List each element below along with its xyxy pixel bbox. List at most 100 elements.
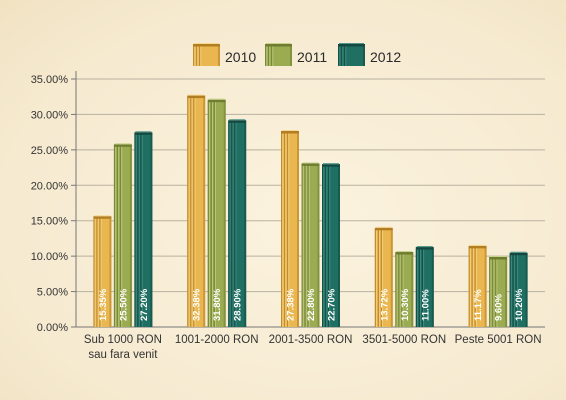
bar-2012-4: [509, 251, 528, 327]
bar-flute: [210, 101, 212, 327]
bar-flute-highlight: [191, 97, 193, 327]
data-label: 27.38%: [286, 288, 297, 321]
bar-flute-highlight: [345, 46, 347, 66]
bar-cap: [265, 44, 292, 47]
bar-edge: [431, 249, 434, 327]
bar-flute: [196, 46, 198, 66]
bar-cap-highlight: [396, 251, 413, 253]
bar-flute-highlight: [379, 229, 381, 327]
bar-cap-highlight: [490, 255, 507, 257]
bar-cap: [228, 120, 247, 123]
bar-cap-highlight: [302, 162, 319, 164]
bar-flute: [495, 258, 497, 327]
bar-flute: [228, 122, 230, 327]
data-label: 27.20%: [139, 288, 150, 321]
bar-cap-highlight: [208, 98, 225, 100]
x-category-label: Sub 1000 RON: [84, 334, 162, 346]
x-category-label: 3501-5000 RON: [362, 334, 446, 346]
bar-flute: [325, 166, 327, 327]
bar-flute-highlight: [510, 254, 512, 327]
data-label: 10.20%: [514, 288, 525, 321]
legend-label: 2010: [225, 49, 256, 65]
data-label: 11.17%: [473, 289, 484, 321]
bar-cap-highlight: [229, 119, 246, 121]
data-label: 22.70%: [327, 288, 338, 321]
bar-cap-highlight: [282, 129, 298, 131]
y-tick-label: 10.00%: [31, 251, 69, 263]
bar-flute: [193, 46, 195, 66]
bar-flute: [322, 166, 324, 327]
bar-edge: [203, 97, 206, 327]
bar-flute-highlight: [329, 166, 331, 327]
bar-edge: [484, 247, 487, 327]
bar-cap: [374, 227, 393, 231]
bar-flute-highlight: [469, 247, 471, 327]
bar-flute-highlight: [118, 146, 120, 327]
bar-flute: [474, 247, 476, 327]
bar-cap-highlight: [510, 251, 527, 253]
bar-flute: [509, 254, 511, 327]
bar-flute: [415, 249, 417, 327]
bar-2011-4: [489, 255, 508, 327]
bar-flute-highlight: [302, 165, 304, 327]
legend-item-2011: 2011: [265, 43, 327, 66]
data-label: 22.80%: [306, 288, 317, 321]
bar-flute-highlight: [141, 134, 143, 327]
bar-flute: [377, 229, 379, 327]
bar-flute: [190, 97, 192, 327]
bar-edge: [390, 229, 393, 327]
bar-flute-highlight: [282, 132, 284, 327]
bar-cap: [207, 99, 226, 103]
bar-flute-highlight: [402, 254, 404, 327]
bar-edge: [317, 165, 320, 327]
bar-flute: [113, 146, 116, 327]
bar-flute-highlight: [376, 229, 378, 327]
bar-flute-highlight: [266, 46, 268, 66]
data-labels: 15.35% 25.50% 27.20% Sub 1000 RON sau fara v…: [84, 288, 542, 361]
bar-cap: [187, 95, 206, 99]
data-label: 15.35%: [98, 288, 109, 321]
bar-flute: [199, 46, 201, 66]
bar-flute-highlight: [493, 258, 495, 327]
x-category-label: 2001-3500 RON: [269, 334, 353, 346]
bar-flute-highlight: [423, 249, 425, 327]
bar-cap: [509, 252, 528, 256]
bar-flute: [380, 229, 382, 327]
y-tick-label: 5.00%: [37, 287, 68, 299]
bar-2012-2: [322, 163, 340, 327]
bar-flute-highlight: [200, 46, 202, 66]
data-label: 25.50%: [118, 288, 129, 321]
x-category-label: sau fara venit: [88, 349, 158, 361]
bar-flute: [271, 46, 273, 66]
y-tick-label: 0.00%: [37, 322, 68, 334]
bar-flute: [99, 218, 101, 327]
data-label: 13.72%: [379, 288, 390, 321]
legend-label: 2011: [297, 49, 327, 65]
bar-cap-highlight: [375, 226, 392, 228]
bar-flute: [193, 97, 195, 327]
data-label: 32.38%: [192, 288, 203, 321]
bar-flute: [307, 165, 309, 327]
bar-edge: [218, 46, 220, 66]
y-tick-label: 25.00%: [31, 145, 69, 157]
bar-2010-2: [281, 129, 299, 327]
bar-cap-highlight: [94, 215, 111, 217]
data-label: 31.80%: [212, 288, 223, 321]
bar-cap-highlight: [339, 43, 364, 44]
bar-flute-highlight: [308, 165, 310, 327]
legend-label: 2012: [370, 49, 401, 65]
bar-flute-highlight: [342, 46, 344, 66]
bar-flute: [421, 249, 423, 327]
bar-cap-highlight: [194, 43, 219, 44]
bar-flute-highlight: [382, 229, 384, 327]
bar-flute: [140, 134, 142, 327]
bar-flute: [398, 254, 400, 327]
bar-edge: [411, 254, 414, 327]
bar-flute: [187, 97, 189, 327]
bar-flute: [137, 134, 139, 327]
bar-flute: [268, 46, 270, 66]
bar-flute: [231, 122, 233, 327]
bar-edge: [505, 258, 508, 327]
